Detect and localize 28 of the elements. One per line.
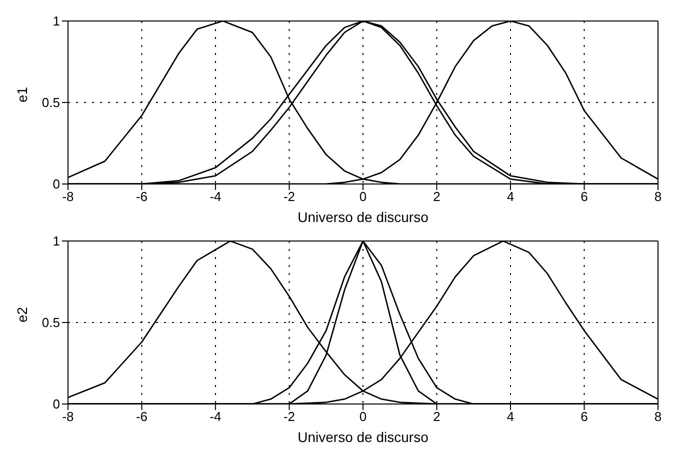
x-tick-label: -2 [283,189,296,204]
x-tick-label: 4 [506,409,514,424]
x-axis-title: Universo de discurso [298,429,429,445]
y-tick-label: 0.5 [42,315,60,330]
x-tick-label: 6 [580,189,588,204]
x-tick-label: -6 [136,409,148,424]
y-tick-label: 1 [52,234,60,249]
x-tick-label: -8 [62,409,74,424]
x-tick-label: -4 [210,189,222,204]
x-tick-label: 0 [359,409,367,424]
x-tick-label: -8 [62,189,74,204]
x-tick-label: 8 [654,189,662,204]
x-tick-label: 4 [506,189,514,204]
x-tick-label: -2 [283,409,296,424]
y-axis-title: e1 [14,86,30,102]
y-tick-label: 0 [52,176,60,192]
x-tick-label: 8 [654,409,662,424]
x-tick-label: 2 [433,189,440,204]
x-tick-label: 2 [433,409,440,424]
x-tick-label: 0 [359,189,367,204]
x-axis-title: Universo de discurso [298,209,429,225]
x-tick-label: 6 [580,409,588,424]
x-tick-label: -4 [210,409,222,424]
y-tick-label: 0.5 [42,95,60,110]
y-tick-label: 0 [52,396,60,412]
y-tick-label: 1 [52,14,60,29]
x-tick-label: -6 [136,189,148,204]
y-axis-title: e2 [14,306,30,322]
